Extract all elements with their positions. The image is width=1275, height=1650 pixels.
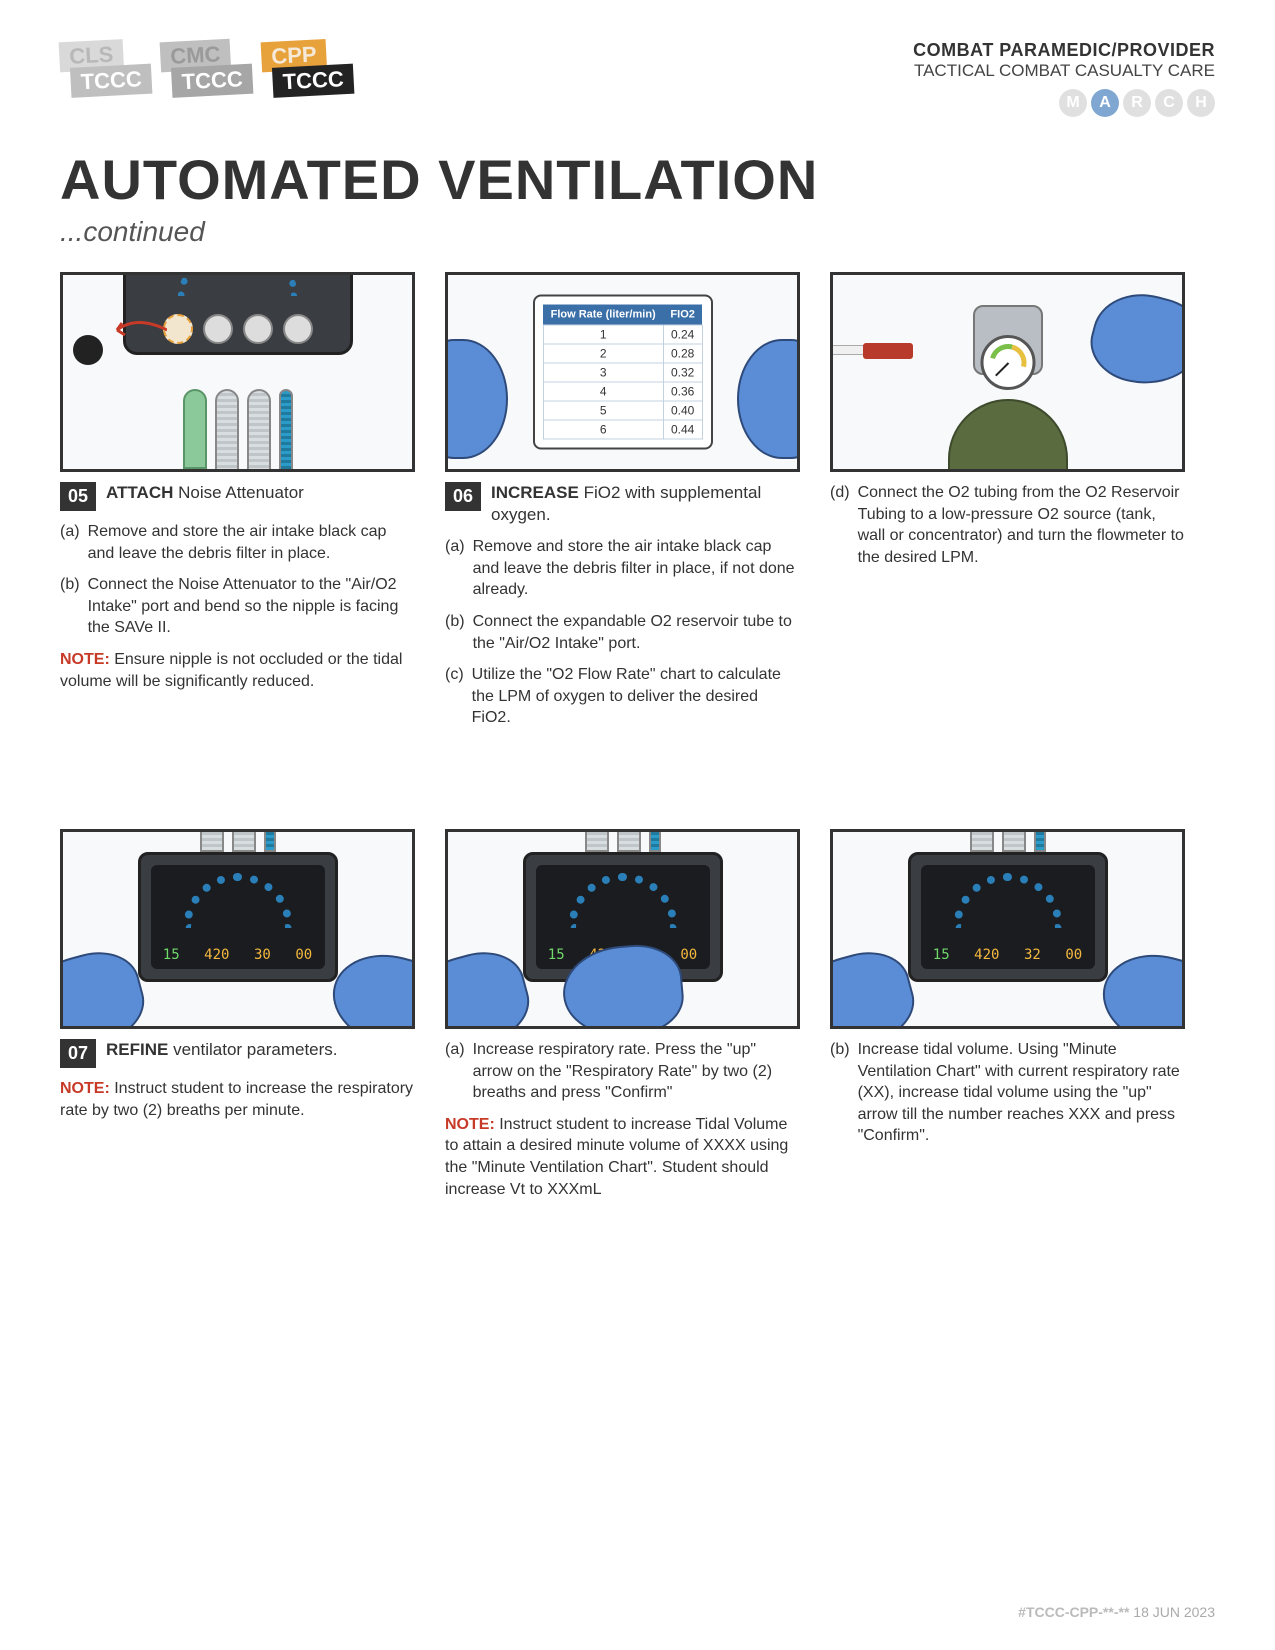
step-07: 15 420 30 00 07 REFINE ventilator parame… — [60, 829, 415, 1210]
march-a: A — [1091, 89, 1119, 117]
step-07a: 15 420 30 00 (a)Increase respiratory rat… — [445, 829, 800, 1210]
step-07-body: NOTE: Instruct student to increase the r… — [60, 1078, 415, 1121]
step-06d: (d)Connect the O2 tubing from the O2 Res… — [830, 272, 1185, 739]
badge-cls: CLS TCCC — [59, 38, 153, 99]
step-06: Flow Rate (liter/min)FIO2 10.24 20.28 30… — [445, 272, 800, 739]
instruction-grid: 05 ATTACH Noise Attenuator (a)Remove and… — [60, 272, 1215, 1210]
step-07a-body: (a)Increase respiratory rate. Press the … — [445, 1039, 800, 1200]
march-h: H — [1187, 89, 1215, 117]
step-06-number: 06 — [445, 482, 481, 511]
badge-cls-bot: TCCC — [70, 64, 153, 98]
step-07b-body: (b)Increase tidal volume. Using "Minute … — [830, 1039, 1185, 1147]
flow-rate-card: Flow Rate (liter/min)FIO2 10.24 20.28 30… — [533, 295, 713, 450]
badge-cpp: CPP TCCC — [261, 38, 355, 99]
step-05-title: ATTACH Noise Attenuator — [106, 482, 304, 504]
step-06d-body: (d)Connect the O2 tubing from the O2 Res… — [830, 482, 1185, 568]
step-05: 05 ATTACH Noise Attenuator (a)Remove and… — [60, 272, 415, 739]
step-06-body: (a)Remove and store the air intake black… — [445, 536, 800, 729]
header-right: COMBAT PARAMEDIC/PROVIDER TACTICAL COMBA… — [913, 40, 1215, 117]
step-07-number: 07 — [60, 1039, 96, 1068]
step-05-illustration — [60, 272, 415, 472]
page-header: CLS TCCC CMC TCCC CPP TCCC COMBAT PARAME… — [60, 40, 1215, 117]
page-title: AUTOMATED VENTILATION — [60, 147, 1215, 212]
march-indicator: M A R C H — [913, 89, 1215, 117]
header-course: TACTICAL COMBAT CASUALTY CARE — [913, 61, 1215, 81]
step-07b-illustration: 15 420 32 00 — [830, 829, 1185, 1029]
step-07-illustration: 15 420 30 00 — [60, 829, 415, 1029]
step-06d-illustration — [830, 272, 1185, 472]
footer-code: #TCCC-CPP-**-** — [1018, 1604, 1129, 1620]
flow-rate-table: Flow Rate (liter/min)FIO2 10.24 20.28 30… — [543, 305, 703, 440]
footer-date: 18 JUN 2023 — [1133, 1604, 1215, 1620]
badge-cmc-bot: TCCC — [171, 64, 254, 98]
step-05-number: 05 — [60, 482, 96, 511]
march-m: M — [1059, 89, 1087, 117]
page-footer: #TCCC-CPP-**-** 18 JUN 2023 — [1018, 1604, 1215, 1620]
step-07b: 15 420 32 00 (b)Increase tidal volume. U… — [830, 829, 1185, 1210]
page-subtitle: ...continued — [60, 216, 1215, 248]
step-06-illustration: Flow Rate (liter/min)FIO2 10.24 20.28 30… — [445, 272, 800, 472]
step-05-body: (a)Remove and store the air intake black… — [60, 521, 415, 692]
step-06-title: INCREASE FiO2 with supplemental oxygen. — [491, 482, 800, 526]
march-c: C — [1155, 89, 1183, 117]
header-role: COMBAT PARAMEDIC/PROVIDER — [913, 40, 1215, 61]
badge-cpp-bot: TCCC — [272, 64, 355, 98]
step-07a-illustration: 15 420 30 00 — [445, 829, 800, 1029]
badge-cmc: CMC TCCC — [160, 38, 254, 99]
march-r: R — [1123, 89, 1151, 117]
step-07-title: REFINE ventilator parameters. — [106, 1039, 337, 1061]
course-badges: CLS TCCC CMC TCCC CPP TCCC — [60, 40, 353, 96]
